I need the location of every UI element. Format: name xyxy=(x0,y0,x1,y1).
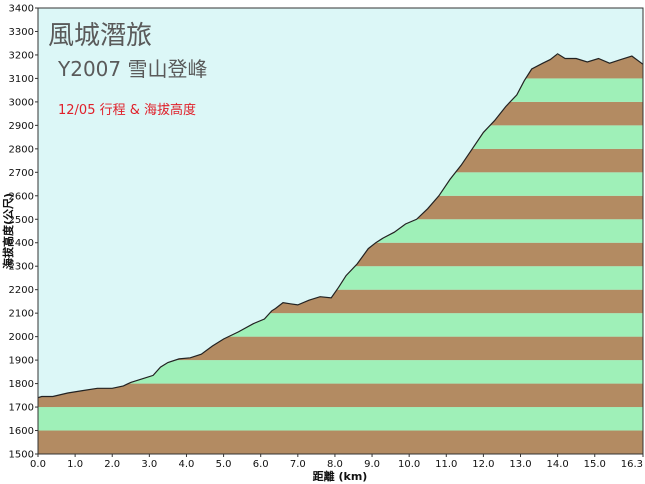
elevation-band xyxy=(38,383,643,408)
x-tick-label: 10.0 xyxy=(398,459,420,470)
y-tick-label: 1800 xyxy=(9,379,34,390)
x-tick-label: 5.0 xyxy=(216,459,232,470)
y-tick-label: 3300 xyxy=(9,27,34,38)
chart-annotation: 12/05 行程 & 海拔高度 xyxy=(58,102,196,118)
y-tick-label: 3400 xyxy=(9,4,34,15)
x-tick-label: 3.0 xyxy=(141,459,157,470)
chart-subtitle: Y2007 雪山登峰 xyxy=(57,57,207,81)
x-tick-label: 1.0 xyxy=(67,459,83,470)
y-tick-label: 2400 xyxy=(9,238,34,249)
x-tick-label: 2.0 xyxy=(104,459,120,470)
y-axis-label: 海拔高度(公尺) xyxy=(1,193,15,269)
elevation-band xyxy=(38,407,643,431)
x-tick-label: 7.0 xyxy=(290,459,306,470)
x-tick-label: 8.0 xyxy=(327,459,343,470)
x-tick-label: 12.0 xyxy=(472,459,494,470)
y-tick-label: 3000 xyxy=(9,97,34,108)
y-tick-label: 3200 xyxy=(9,50,34,61)
y-tick-label: 2900 xyxy=(9,121,34,132)
y-tick-label: 2700 xyxy=(9,168,34,179)
x-tick-label: 11.0 xyxy=(435,459,457,470)
x-tick-label: 16.3 xyxy=(621,459,643,470)
chart-title: 風城潛旅 xyxy=(48,21,152,51)
x-tick-label: 13.0 xyxy=(509,459,531,470)
y-tick-label: 2600 xyxy=(9,191,34,202)
x-axis-label: 距離 (km) xyxy=(313,469,368,483)
y-tick-label: 1600 xyxy=(9,426,34,437)
y-tick-label: 3100 xyxy=(9,74,34,85)
y-tick-label: 2100 xyxy=(9,309,34,320)
elevation-band xyxy=(38,430,643,454)
y-tick-label: 2500 xyxy=(9,215,34,226)
x-tick-label: 0.0 xyxy=(30,459,46,470)
y-tick-label: 2800 xyxy=(9,144,34,155)
y-tick-label: 1500 xyxy=(9,450,34,461)
y-tick-label: 2000 xyxy=(9,332,34,343)
y-tick-label: 2200 xyxy=(9,285,34,296)
x-tick-label: 9.0 xyxy=(364,459,380,470)
x-tick-label: 6.0 xyxy=(253,459,269,470)
elevation-line xyxy=(37,53,644,399)
x-tick-label: 4.0 xyxy=(179,459,195,470)
y-tick-label: 2300 xyxy=(9,262,34,273)
y-tick-label: 1700 xyxy=(9,403,34,414)
x-tick-label: 15.0 xyxy=(584,459,606,470)
x-tick-label: 14.0 xyxy=(546,459,568,470)
y-tick-label: 1900 xyxy=(9,356,34,367)
elevation-band xyxy=(38,360,643,384)
plot-frame xyxy=(37,7,644,455)
